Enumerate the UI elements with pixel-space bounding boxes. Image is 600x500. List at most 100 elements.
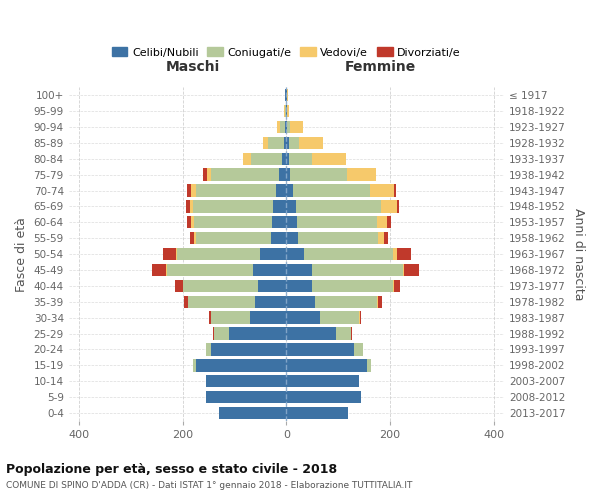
Bar — [191, 184, 196, 196]
Bar — [290, 120, 303, 133]
Bar — [182, 280, 258, 292]
Bar — [286, 328, 335, 340]
Bar — [312, 152, 346, 165]
Bar — [276, 184, 286, 196]
Bar — [176, 248, 178, 260]
Bar — [206, 343, 211, 355]
Bar — [286, 216, 296, 228]
Bar — [211, 343, 286, 355]
Text: COMUNE DI SPINO D'ADDA (CR) - Dati ISTAT 1° gennaio 2018 - Elaborazione TUTTITAL: COMUNE DI SPINO D'ADDA (CR) - Dati ISTAT… — [6, 481, 412, 490]
Bar — [277, 120, 280, 133]
Bar — [284, 136, 286, 149]
Bar — [250, 312, 286, 324]
Bar — [286, 184, 293, 196]
Bar — [286, 264, 312, 276]
Bar — [397, 200, 399, 212]
Text: Maschi: Maschi — [166, 60, 220, 74]
Bar — [286, 168, 290, 181]
Bar — [211, 312, 250, 324]
Bar — [403, 264, 404, 276]
Bar — [286, 200, 296, 212]
Bar — [367, 359, 371, 372]
Bar — [211, 168, 278, 181]
Bar — [298, 232, 378, 244]
Bar — [206, 391, 286, 404]
Bar — [285, 120, 286, 133]
Bar — [370, 184, 394, 196]
Bar — [360, 312, 361, 324]
Bar — [167, 264, 253, 276]
Bar — [260, 248, 286, 260]
Y-axis label: Anni di nascita: Anni di nascita — [572, 208, 585, 300]
Bar — [286, 359, 367, 372]
Bar — [193, 359, 196, 372]
Bar — [193, 200, 274, 212]
Bar — [251, 152, 282, 165]
Bar — [274, 200, 286, 212]
Bar — [190, 232, 194, 244]
Bar — [284, 105, 285, 117]
Bar — [404, 264, 419, 276]
Bar — [377, 216, 388, 228]
Bar — [381, 200, 397, 212]
Bar — [213, 328, 214, 340]
Bar — [187, 184, 191, 196]
Bar — [287, 120, 290, 133]
Bar — [196, 232, 271, 244]
Bar — [166, 264, 167, 276]
Bar — [203, 168, 207, 181]
Bar — [299, 136, 323, 149]
Bar — [296, 200, 381, 212]
Bar — [312, 280, 392, 292]
Bar — [191, 216, 194, 228]
Bar — [392, 248, 397, 260]
Bar — [286, 152, 289, 165]
Bar — [359, 312, 360, 324]
Bar — [286, 312, 320, 324]
Bar — [163, 248, 176, 260]
Bar — [286, 296, 315, 308]
Bar — [268, 136, 284, 149]
Bar — [214, 328, 229, 340]
Bar — [207, 168, 211, 181]
Bar — [282, 152, 286, 165]
Bar — [187, 216, 191, 228]
Bar — [320, 312, 359, 324]
Bar — [229, 328, 286, 340]
Bar — [286, 280, 312, 292]
Bar — [289, 136, 299, 149]
Bar — [293, 184, 370, 196]
Bar — [285, 105, 286, 117]
Bar — [353, 343, 363, 355]
Bar — [286, 248, 304, 260]
Bar — [287, 89, 288, 102]
Bar — [188, 296, 255, 308]
Bar — [263, 136, 268, 149]
Bar — [347, 168, 376, 181]
Bar — [196, 359, 286, 372]
Bar — [351, 328, 352, 340]
Bar — [190, 200, 193, 212]
Bar — [394, 184, 396, 196]
Bar — [296, 216, 377, 228]
Bar — [384, 232, 388, 244]
Bar — [209, 312, 211, 324]
Bar — [186, 200, 190, 212]
Bar — [194, 216, 272, 228]
Bar — [304, 248, 392, 260]
Bar — [312, 264, 403, 276]
Bar — [243, 152, 251, 165]
Bar — [175, 280, 182, 292]
Y-axis label: Fasce di età: Fasce di età — [15, 216, 28, 292]
Bar — [278, 168, 286, 181]
Bar — [258, 280, 286, 292]
Text: Popolazione per età, sesso e stato civile - 2018: Popolazione per età, sesso e stato civil… — [6, 462, 337, 475]
Bar — [315, 296, 377, 308]
Bar — [286, 375, 359, 388]
Bar — [286, 120, 287, 133]
Bar — [287, 105, 289, 117]
Bar — [255, 296, 286, 308]
Bar — [289, 152, 312, 165]
Bar — [286, 407, 349, 419]
Bar — [272, 216, 286, 228]
